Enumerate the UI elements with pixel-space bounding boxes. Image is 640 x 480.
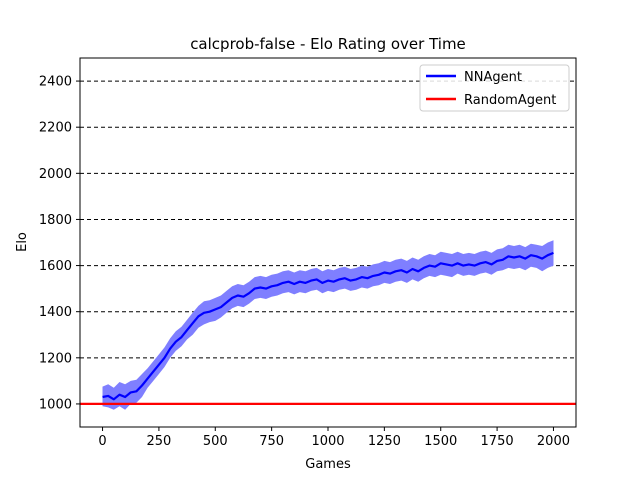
x-tick-label: 750: [259, 434, 284, 449]
legend-box: [419, 64, 570, 112]
y-tick-label: 2000: [39, 167, 72, 182]
x-tick-label: 0: [98, 434, 106, 449]
x-tick-label: 1750: [481, 434, 514, 449]
x-axis-label: Games: [305, 457, 351, 472]
y-tick-label: 2400: [39, 75, 72, 90]
x-tick-label: 1250: [368, 434, 401, 449]
y-axis-ticks: 1000 1200 1400 1600 1800 2000 2200 2400: [39, 75, 80, 412]
y-tick-label: 1000: [39, 397, 72, 412]
y-tick-label: 1800: [39, 213, 72, 228]
y-tick-label: 1600: [39, 259, 72, 274]
x-tick-label: 1000: [311, 434, 344, 449]
x-axis-ticks: 0 250 500 750 1000 1250 1500 1750 2000: [98, 427, 570, 449]
x-tick-label: 500: [203, 434, 228, 449]
y-tick-label: 1400: [39, 305, 72, 320]
y-tick-label: 2200: [39, 121, 72, 136]
chart-title: calcprob-false - Elo Rating over Time: [190, 35, 466, 53]
x-tick-label: 250: [146, 434, 171, 449]
legend: NNAgent RandomAgent: [419, 64, 570, 112]
x-tick-label: 1500: [424, 434, 457, 449]
legend-label: RandomAgent: [464, 93, 556, 108]
legend-label: NNAgent: [464, 70, 522, 85]
y-axis-label: Elo: [15, 232, 30, 252]
x-tick-label: 2000: [537, 434, 570, 449]
series-line: [102, 251, 554, 401]
series-lines: [80, 251, 576, 405]
y-tick-label: 1200: [39, 351, 72, 366]
